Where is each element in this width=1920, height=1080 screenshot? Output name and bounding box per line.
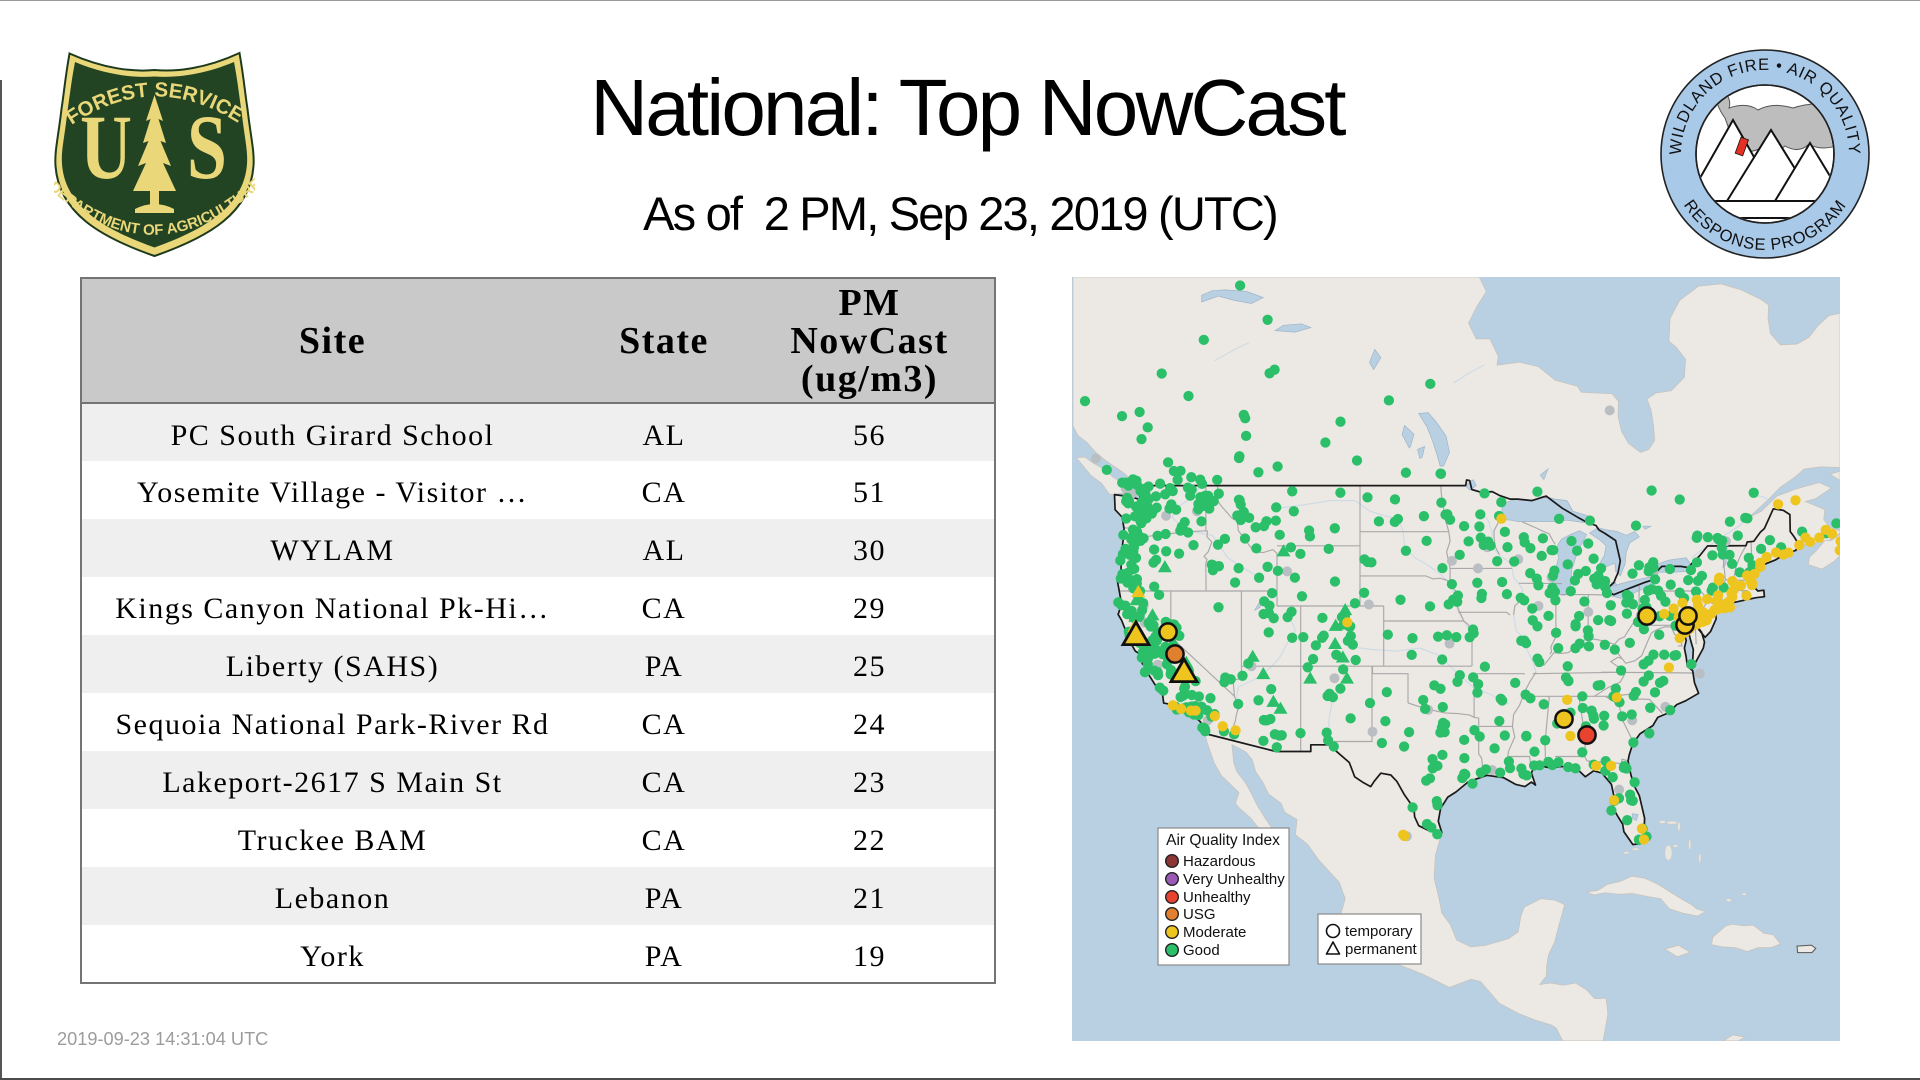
svg-text:USG: USG — [1183, 906, 1216, 923]
svg-text:S: S — [187, 95, 227, 198]
svg-text:Hazardous: Hazardous — [1183, 853, 1256, 870]
svg-text:permanent: permanent — [1345, 941, 1418, 958]
svg-text:U: U — [80, 95, 132, 198]
svg-text:Air Quality Index: Air Quality Index — [1166, 832, 1280, 849]
svg-text:Very Unhealthy: Very Unhealthy — [1183, 871, 1285, 888]
svg-text:temporary: temporary — [1345, 923, 1413, 940]
svg-text:Good: Good — [1183, 942, 1220, 959]
svg-text:Moderate: Moderate — [1183, 924, 1246, 941]
svg-text:Unhealthy: Unhealthy — [1183, 889, 1251, 906]
